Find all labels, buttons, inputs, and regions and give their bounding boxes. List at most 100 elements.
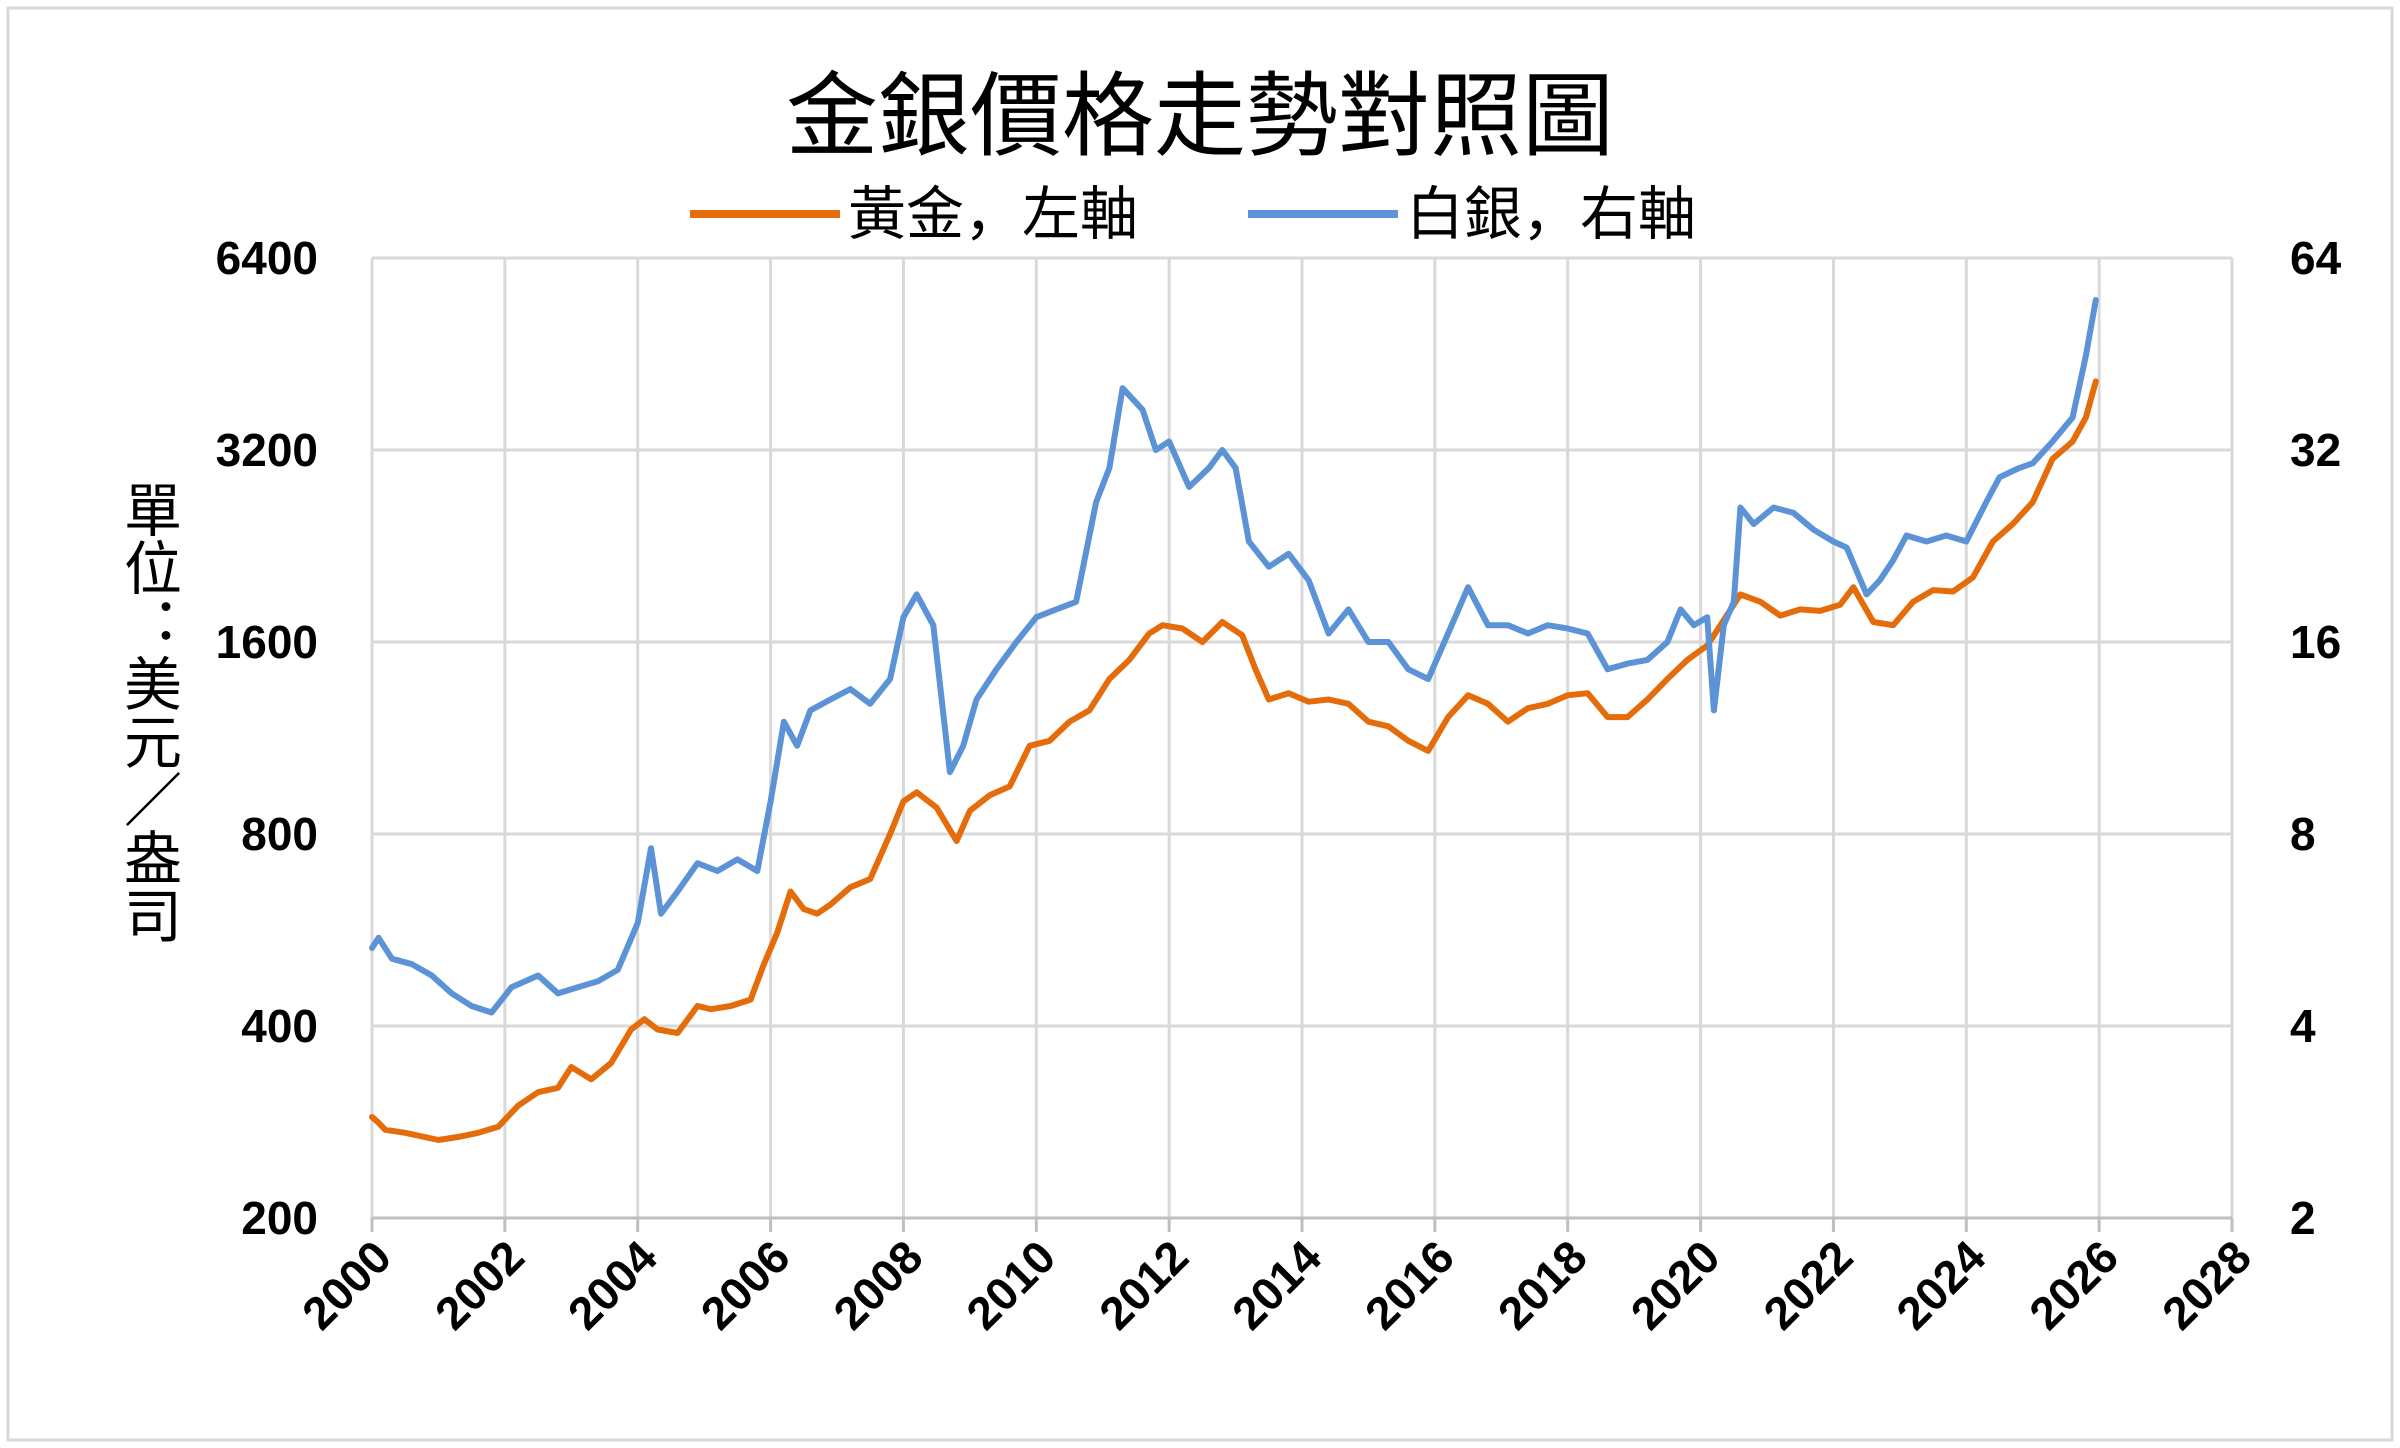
silver-data-point bbox=[1095, 501, 1097, 503]
gold-data-point bbox=[1872, 621, 1874, 623]
gold-data-point bbox=[969, 810, 971, 812]
gold-data-point bbox=[1241, 634, 1243, 636]
gold-data-point bbox=[630, 1029, 632, 1030]
silver-data-point bbox=[1693, 624, 1695, 626]
silver-data-point bbox=[809, 709, 811, 711]
gold-data-point bbox=[1268, 699, 1270, 700]
gold-data-point bbox=[869, 878, 871, 880]
silver-data-point bbox=[869, 703, 871, 705]
silver-data-point bbox=[1348, 608, 1349, 610]
silver-data-point bbox=[597, 980, 599, 982]
gold-data-point bbox=[1587, 692, 1589, 694]
gold-data-point bbox=[1467, 694, 1469, 696]
silver-data-point bbox=[1866, 593, 1868, 595]
silver-data-point bbox=[1221, 449, 1223, 451]
gold-data-point bbox=[1666, 678, 1668, 680]
gold-data-point bbox=[1507, 721, 1509, 723]
y-left-tick-label: 1600 bbox=[216, 616, 318, 668]
silver-data-point bbox=[1965, 541, 1967, 542]
silver-data-point bbox=[1308, 579, 1310, 581]
silver-data-point bbox=[716, 870, 718, 872]
silver-data-point bbox=[1367, 641, 1369, 643]
gold-data-point bbox=[610, 1062, 612, 1064]
silver-data-point bbox=[889, 678, 891, 680]
y-axis-label: 單位：美元／盎司 bbox=[114, 480, 182, 944]
y-left-tick-label: 800 bbox=[241, 808, 318, 860]
gold-data-point bbox=[1367, 721, 1369, 723]
gold-data-point bbox=[1128, 659, 1130, 661]
gold-data-point bbox=[1108, 678, 1110, 680]
silver-data-point bbox=[2072, 416, 2074, 418]
silver-data-point bbox=[471, 1005, 473, 1007]
series-lines bbox=[369, 297, 2099, 1143]
y-left-tick-label: 200 bbox=[241, 1192, 318, 1244]
gold-data-point bbox=[371, 1116, 373, 1118]
silver-data-point bbox=[491, 1012, 493, 1013]
gold-data-point bbox=[1912, 601, 1914, 603]
silver-data-point bbox=[1879, 579, 1881, 581]
silver-data-point bbox=[829, 699, 831, 700]
silver-data-point bbox=[1832, 541, 1834, 542]
gold-data-point bbox=[1255, 668, 1256, 670]
silver-data-point bbox=[557, 992, 559, 994]
gold-data-point bbox=[1567, 694, 1569, 696]
gold-data-point bbox=[1627, 716, 1628, 718]
gold-data-point bbox=[677, 1032, 679, 1034]
gold-data-point bbox=[803, 908, 805, 910]
silver-data-point bbox=[1328, 633, 1330, 634]
silver-data-point bbox=[1547, 624, 1549, 626]
silver-data-point bbox=[1447, 633, 1449, 634]
gold-data-point bbox=[1427, 750, 1429, 752]
silver-data-point bbox=[378, 937, 380, 939]
gold-data-point bbox=[1487, 703, 1489, 705]
gold-data-point bbox=[916, 791, 918, 793]
gold-data-point bbox=[730, 1005, 732, 1007]
silver-data-point bbox=[2018, 467, 2020, 469]
silver-data-point bbox=[431, 975, 433, 976]
silver-data-point bbox=[1793, 512, 1795, 514]
silver-data-point bbox=[1035, 616, 1037, 618]
gold-data-point bbox=[2095, 380, 2097, 382]
gold-data-point bbox=[2012, 523, 2014, 525]
silver-data-point bbox=[1773, 507, 1775, 508]
silver-data-point bbox=[1235, 467, 1237, 469]
gold-data-point bbox=[384, 1129, 386, 1131]
gold-data-point bbox=[849, 886, 851, 888]
gold-data-point bbox=[956, 840, 958, 842]
gold-data-point bbox=[697, 1005, 698, 1007]
gold-data-point bbox=[1779, 615, 1781, 617]
gold-data-point bbox=[1221, 621, 1223, 623]
silver-data-point bbox=[770, 800, 772, 802]
silver-data-point bbox=[1892, 559, 1894, 561]
silver-data-point bbox=[411, 963, 413, 965]
gold-data-point bbox=[1148, 633, 1150, 634]
gold-data-point bbox=[457, 1136, 459, 1138]
silver-data-point bbox=[932, 624, 934, 626]
silver-data-point bbox=[1142, 409, 1144, 411]
silver-data-point bbox=[1407, 668, 1409, 670]
silver-data-point bbox=[1627, 663, 1628, 665]
gold-data-point bbox=[989, 794, 991, 796]
silver-data-point bbox=[1168, 441, 1170, 442]
silver-data-point bbox=[1666, 641, 1668, 643]
gold-data-point bbox=[1029, 745, 1031, 747]
gold-data-point bbox=[1049, 740, 1051, 742]
y-right-tick-label: 32 bbox=[2290, 424, 2341, 476]
gold-data-point bbox=[1892, 624, 1894, 626]
silver-data-point bbox=[962, 745, 964, 747]
silver-data-point bbox=[1607, 668, 1609, 670]
silver-data-point bbox=[617, 969, 619, 971]
gold-data-point bbox=[1348, 703, 1349, 705]
chart-frame bbox=[6, 6, 2394, 1442]
gold-data-point bbox=[1547, 703, 1549, 705]
gold-data-point bbox=[1387, 725, 1389, 727]
silver-data-point bbox=[697, 862, 698, 864]
silver-data-point bbox=[902, 616, 904, 618]
y-right-tick-label: 8 bbox=[2290, 808, 2316, 860]
silver-data-point bbox=[2032, 462, 2034, 464]
silver-data-point bbox=[2095, 299, 2097, 301]
silver-data-point bbox=[391, 958, 393, 960]
gold-data-point bbox=[537, 1091, 539, 1093]
